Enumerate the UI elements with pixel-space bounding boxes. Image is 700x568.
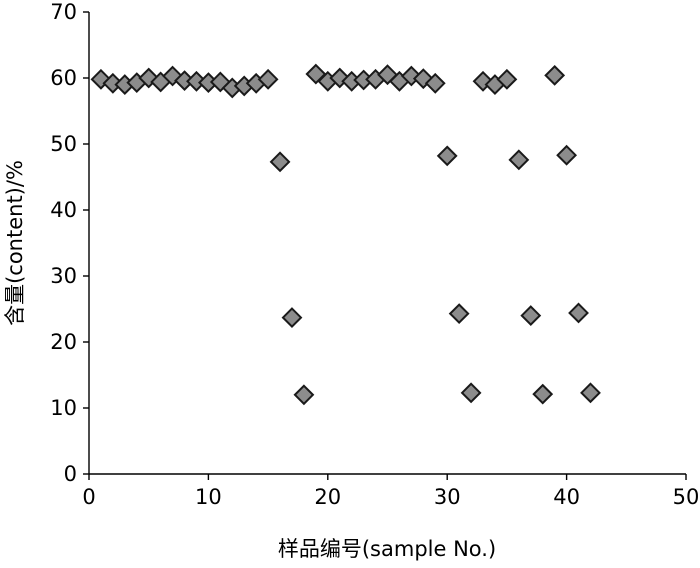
data-points — [90, 63, 601, 406]
data-point — [556, 144, 578, 166]
y-tick-label: 60 — [50, 66, 77, 90]
x-axis-title: 样品编号(sample No.) — [278, 537, 496, 561]
x-tick-label: 0 — [82, 485, 95, 509]
y-tick-label: 30 — [50, 264, 77, 288]
data-point — [580, 382, 601, 404]
data-point — [424, 72, 446, 94]
data-point — [496, 68, 518, 90]
data-point — [281, 307, 303, 328]
data-point — [436, 145, 458, 167]
data-point — [508, 149, 530, 171]
x-tick-label: 20 — [314, 485, 341, 509]
data-point — [532, 383, 554, 405]
data-point — [460, 382, 482, 404]
y-tick-label: 40 — [50, 198, 77, 222]
x-tick-label: 30 — [434, 485, 461, 509]
data-point — [544, 64, 566, 86]
data-point — [520, 305, 542, 327]
x-tick-label: 40 — [553, 485, 580, 509]
y-axis-title: 含量(content)/% — [3, 160, 27, 326]
y-tick-label: 10 — [50, 396, 77, 420]
y-tick-label: 0 — [64, 462, 77, 486]
y-tick-label: 50 — [50, 132, 77, 156]
axes — [88, 12, 686, 475]
y-tick-label: 70 — [50, 0, 77, 24]
x-tick-label: 10 — [195, 485, 222, 509]
data-point — [257, 68, 279, 90]
data-point — [568, 302, 589, 324]
y-tick-label: 20 — [50, 330, 77, 354]
x-tick-label: 50 — [673, 485, 700, 509]
data-point — [269, 151, 291, 173]
data-point — [293, 384, 315, 406]
ticks: 0 10 20 30 40 50 0 10 20 30 40 50 60 70 — [50, 0, 699, 509]
data-point — [448, 303, 470, 325]
